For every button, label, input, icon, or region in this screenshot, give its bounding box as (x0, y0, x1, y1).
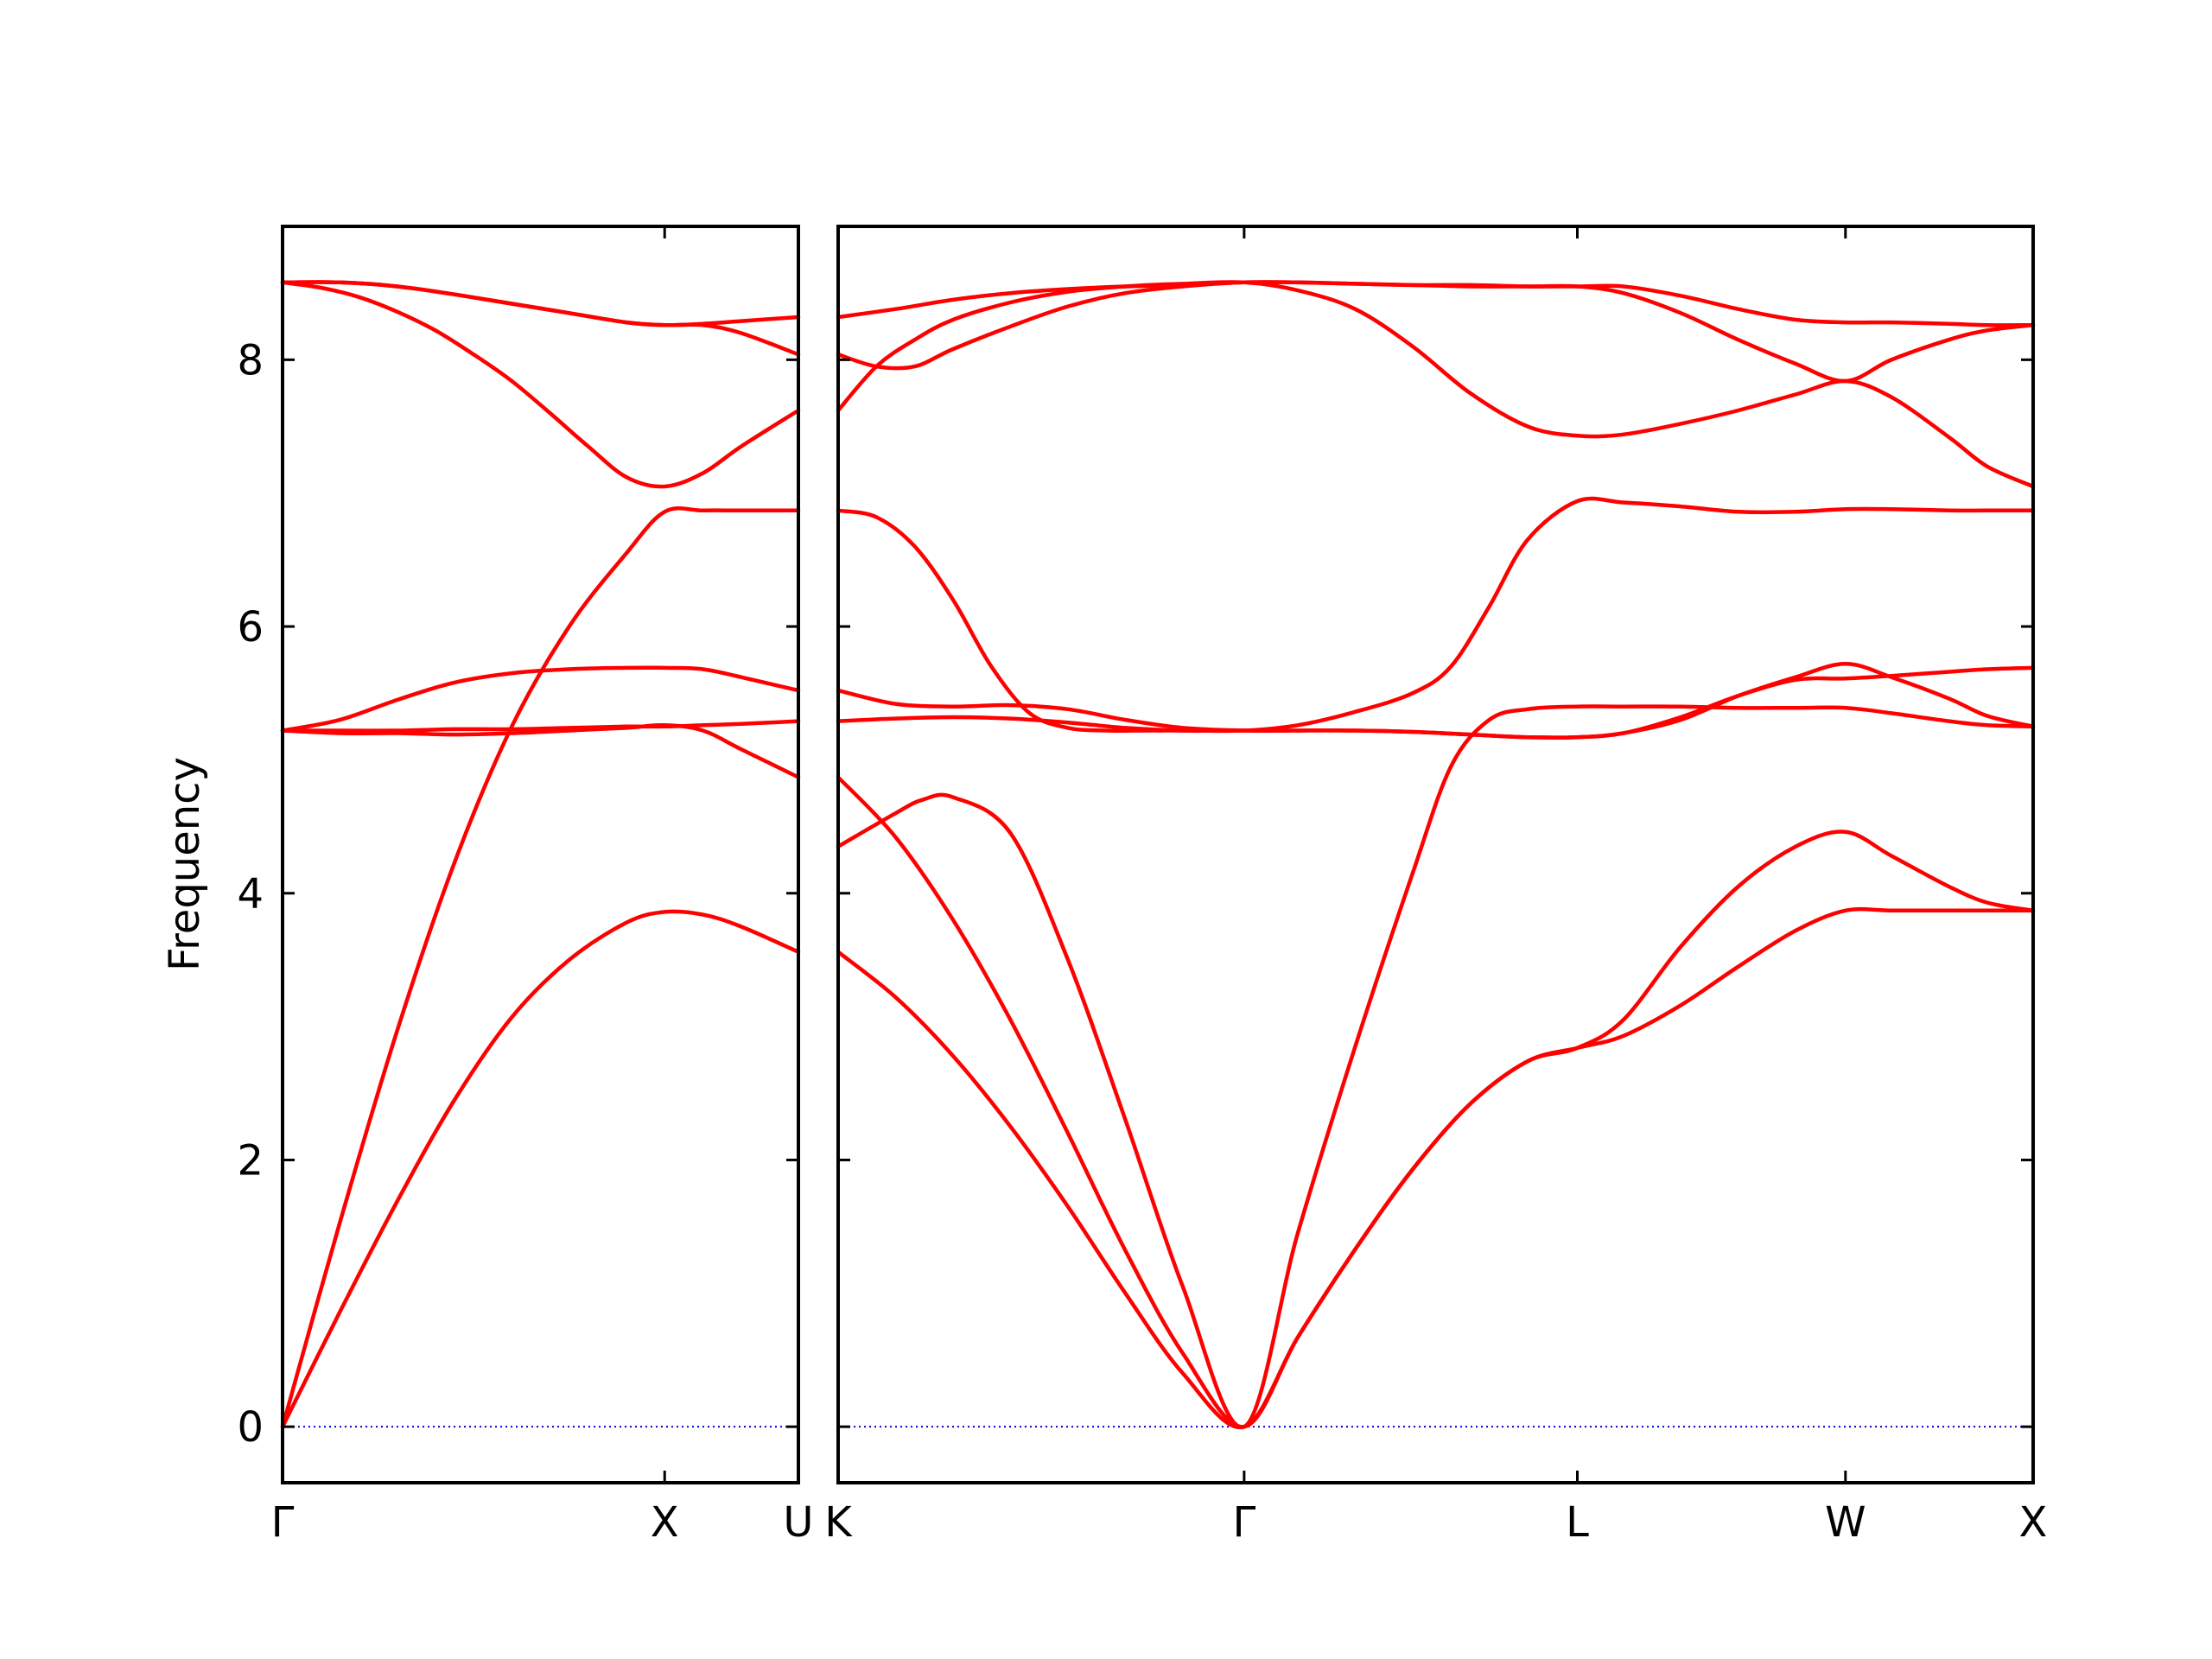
band-line-3 (280, 722, 801, 779)
y-tick-labels: 0 2 4 6 8 (237, 336, 264, 1452)
band-line-7 (280, 280, 801, 357)
band-line-6 (280, 280, 801, 489)
x-tick-label: Γ (271, 1498, 295, 1547)
band-line-6 (836, 496, 2036, 734)
band-line-3 (836, 704, 2036, 1429)
band-line-7 (836, 280, 2036, 489)
x-tick-label: Γ (1232, 1498, 1255, 1547)
x-tick-label: W (1825, 1498, 1866, 1547)
x-tick-label: X (2019, 1498, 2048, 1547)
band-line-5 (280, 719, 801, 733)
plot-frame (281, 225, 800, 1484)
band-line-9 (836, 280, 2036, 327)
x-tick-label: U (783, 1498, 813, 1547)
x-tick-label: K (824, 1498, 853, 1547)
y-tick-label: 2 (237, 1136, 264, 1185)
y-tick-label: 8 (237, 336, 264, 385)
band-line-2 (836, 775, 2036, 1429)
band-line-8 (280, 280, 801, 327)
plot-frame (836, 225, 2035, 1484)
x-tick-label: L (1566, 1498, 1589, 1547)
band-line-1 (836, 906, 2036, 1430)
x-tick-label: X (651, 1498, 679, 1547)
band-line-4 (280, 665, 801, 733)
band-line-2 (280, 506, 801, 1429)
band-line-1 (280, 909, 801, 1429)
y-tick-label: 6 (237, 603, 264, 652)
y-tick-label: 0 (237, 1403, 264, 1452)
y-axis-label: Frequency (161, 757, 209, 971)
band-line-5 (836, 665, 2036, 740)
y-tick-label: 4 (237, 870, 264, 918)
